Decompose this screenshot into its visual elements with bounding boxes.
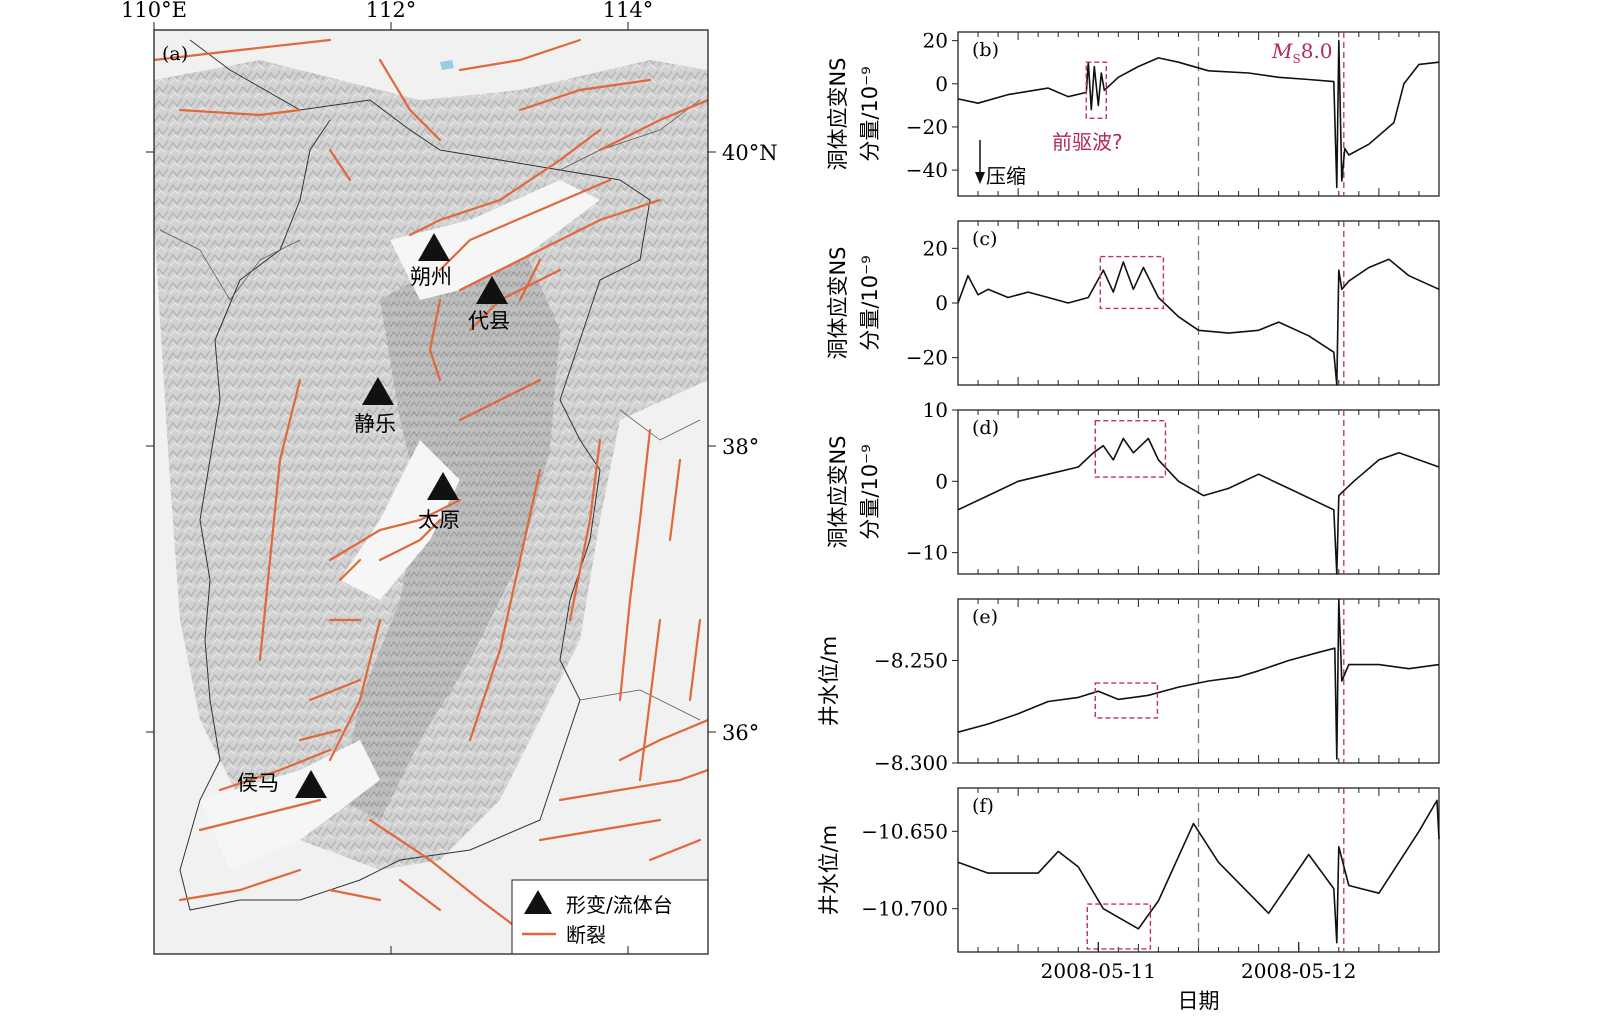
- panel-label-e: (e): [972, 606, 998, 628]
- y-tick-label: 0: [935, 291, 948, 315]
- y-axis-label: 井水位/m: [817, 825, 841, 916]
- mountain-relief: [340, 240, 560, 820]
- station-marker-daixian: [476, 276, 508, 304]
- panel-label-f: (f): [972, 795, 994, 817]
- y-axis-label: 分量/10⁻⁹: [858, 444, 882, 539]
- station-marker-taiyuan: [427, 472, 459, 500]
- basin-area: [390, 180, 600, 300]
- y-tick-label: 20: [923, 29, 948, 53]
- map-legend: 形变/流体台 断裂: [511, 879, 708, 954]
- precursor-box-b: [1085, 61, 1108, 120]
- panel-label-c: (c): [972, 228, 997, 250]
- y-tick-label: −10.650: [861, 819, 948, 843]
- station-label-taiyuan: 太原: [418, 508, 460, 532]
- legend-station-icon: [524, 890, 552, 914]
- map-panel: 朔州 代县 静乐 太原 侯马 形变/流体台 断裂 (a) 110°E 112° …: [121, 0, 778, 955]
- precursor-annotation: 前驱波?: [1052, 130, 1123, 154]
- lon-tick-label: 112°: [366, 0, 417, 22]
- quake-magnitude-symbol: M: [1271, 39, 1293, 63]
- lat-tick-label: 38°: [722, 435, 759, 459]
- y-tick-label: −8.250: [874, 649, 948, 673]
- y-tick-label: −10.700: [861, 897, 948, 921]
- y-tick-label: −10: [906, 541, 948, 565]
- legend-station-label: 形变/流体台: [566, 893, 673, 917]
- map-frame: [153, 29, 709, 955]
- county-border: [159, 99, 701, 721]
- map-ticks: [146, 22, 716, 954]
- series-line-e: [957, 598, 1440, 760]
- y-axis-label: 分量/10⁻⁹: [858, 66, 882, 161]
- y-tick-label: 20: [923, 236, 948, 260]
- lake: [440, 60, 454, 70]
- compression-arrow: [975, 140, 985, 184]
- legend-fault-label: 断裂: [566, 923, 606, 947]
- station-marker-jingle: [362, 377, 394, 405]
- basin-area: [200, 740, 380, 870]
- y-axis-label: 分量/10⁻⁹: [858, 255, 882, 350]
- y-tick-label: −20: [906, 115, 948, 139]
- quake-magnitude-value: 8.0: [1301, 39, 1333, 63]
- lon-tick-label: 114°: [603, 0, 654, 22]
- lat-tick-label: 40°N: [722, 141, 778, 165]
- y-axis-label: 洞体应变NS: [826, 435, 850, 548]
- precursor-box-f: [1086, 903, 1152, 950]
- map-panel-label: (a): [162, 43, 188, 65]
- y-tick-label: 0: [935, 469, 948, 493]
- quake-magnitude-sub: S: [1292, 52, 1300, 66]
- series-line-f: [957, 799, 1440, 944]
- compression-label: 压缩: [986, 164, 1026, 188]
- station-label-daixian: 代县: [468, 309, 510, 333]
- panel-label-d: (d): [972, 417, 999, 439]
- y-axis-label: 井水位/m: [817, 636, 841, 727]
- y-axis-label: 洞体应变NS: [826, 246, 850, 359]
- basin-area: [340, 440, 460, 600]
- fault-lines: [154, 38, 708, 932]
- precursor-box-d: [1094, 419, 1167, 478]
- x-axis-label: 日期: [1178, 989, 1220, 1013]
- station-label-jingle: 静乐: [354, 412, 396, 436]
- x-tick-label: 2008-05-12: [1241, 959, 1356, 983]
- time-series-panels: 20 0 −20 −40 洞体应变NS 分量/10⁻⁹ (b) 20 0 −20 洞体应变NS 分量/…: [817, 29, 1440, 1013]
- lat-tick-label: 36°: [722, 721, 759, 745]
- series-line-d: [957, 437, 1440, 575]
- panel-label-b: (b): [972, 39, 999, 61]
- station-marker-shuozhou: [418, 233, 450, 261]
- quake-annotation: MS8.0: [1271, 39, 1333, 66]
- station-label-houma: 侯马: [237, 771, 279, 795]
- station-label-shuozhou: 朔州: [410, 265, 452, 289]
- precursor-box-c: [1099, 255, 1165, 310]
- stations: [295, 233, 508, 798]
- lon-tick-label: 110°E: [121, 0, 187, 22]
- y-tick-label: 10: [923, 398, 948, 422]
- y-tick-label: −40: [906, 158, 948, 182]
- y-tick-label: −8.300: [874, 751, 948, 775]
- precursor-box-e: [1094, 682, 1159, 719]
- x-tick-label: 2008-05-11: [1041, 959, 1156, 983]
- y-tick-label: −20: [906, 346, 948, 370]
- station-marker-houma: [295, 770, 327, 798]
- series-line-c: [957, 258, 1440, 386]
- y-axis-label: 洞体应变NS: [826, 57, 850, 170]
- y-tick-label: 0: [935, 72, 948, 96]
